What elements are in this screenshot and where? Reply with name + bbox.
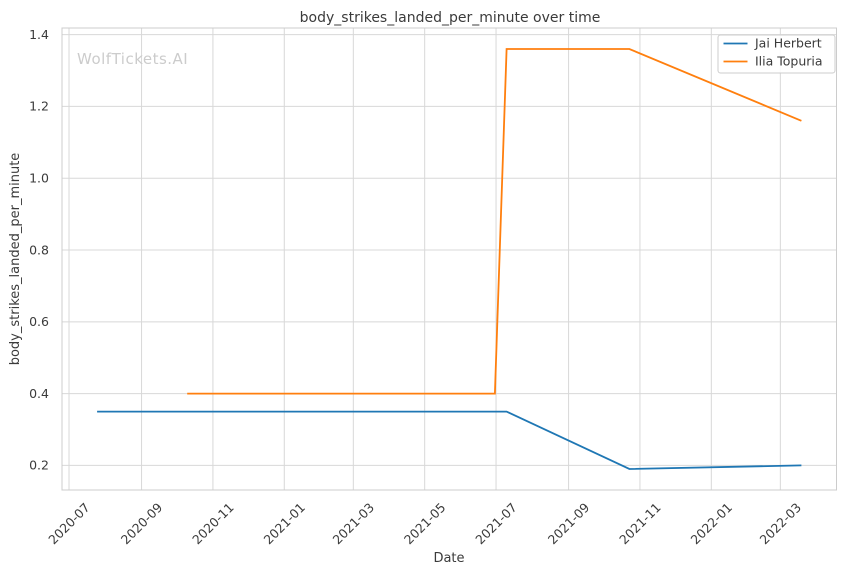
y-axis-label: body_strikes_landed_per_minute — [8, 153, 23, 366]
watermark: WolfTickets.AI — [77, 50, 188, 68]
y-tick-label: 0.8 — [29, 242, 49, 257]
x-tick-label: 2021-03 — [330, 500, 378, 548]
chart-title: body_strikes_landed_per_minute over time — [300, 10, 601, 26]
legend-box — [717, 34, 836, 74]
legend-label: Jai Herbert — [754, 36, 822, 51]
y-tick-label: 1.2 — [29, 99, 49, 114]
x-axis-label: Date — [433, 551, 464, 566]
series-layer — [97, 48, 802, 470]
plot-border — [61, 27, 837, 491]
x-tick-label: 2021-07 — [472, 500, 520, 548]
x-tick-label: 2020-07 — [45, 500, 93, 548]
y-axis-ticks: 0.2 0.4 0.6 0.8 1.0 1.2 1.4 — [29, 27, 49, 473]
y-tick-label: 0.2 — [29, 458, 49, 473]
x-tick-label: 2022-03 — [757, 500, 805, 548]
legend: Jai Herbert Ilia Topuria — [717, 34, 836, 74]
grid-layer — [62, 28, 837, 490]
x-tick-label: 2020-11 — [189, 500, 237, 548]
x-axis-ticks: 2020-07 2020-09 2020-11 2021-01 2021-03 2021-… — [45, 500, 804, 548]
x-tick-label: 2021-09 — [545, 500, 593, 548]
y-tick-label: 1.4 — [29, 27, 49, 42]
y-tick-label: 0.4 — [29, 386, 49, 401]
series-line-jai-herbert — [97, 410, 802, 470]
y-tick-label: 1.0 — [29, 171, 49, 186]
series-line-ilia-topuria — [187, 48, 802, 395]
legend-label: Ilia Topuria — [755, 54, 823, 69]
x-tick-label: 2021-01 — [261, 500, 309, 548]
x-tick-label: 2020-09 — [118, 500, 166, 548]
x-tick-label: 2022-01 — [688, 500, 736, 548]
x-tick-label: 2021-05 — [401, 500, 449, 548]
x-tick-label: 2021-11 — [616, 500, 664, 548]
y-tick-label: 0.6 — [29, 314, 49, 329]
